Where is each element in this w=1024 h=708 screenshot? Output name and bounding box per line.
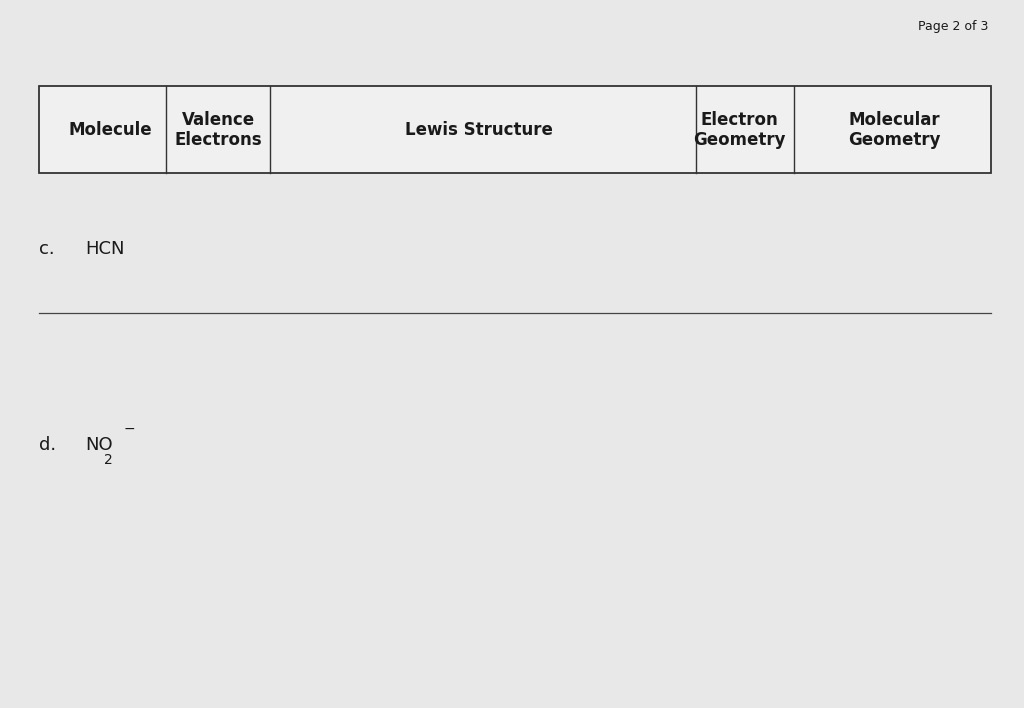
Text: d.: d. xyxy=(39,435,56,454)
Bar xyxy=(39,86,991,173)
Text: Valence
Electrons: Valence Electrons xyxy=(174,110,262,149)
Text: Electron
Geometry: Electron Geometry xyxy=(693,110,785,149)
Text: Molecule: Molecule xyxy=(69,121,153,139)
Text: 2: 2 xyxy=(104,453,113,467)
Text: HCN: HCN xyxy=(85,240,125,258)
Text: NO: NO xyxy=(85,435,113,454)
Text: Page 2 of 3: Page 2 of 3 xyxy=(918,20,988,33)
Text: −: − xyxy=(124,422,135,436)
Text: c.: c. xyxy=(39,240,54,258)
Text: Lewis Structure: Lewis Structure xyxy=(406,121,553,139)
Text: Molecular
Geometry: Molecular Geometry xyxy=(848,110,940,149)
